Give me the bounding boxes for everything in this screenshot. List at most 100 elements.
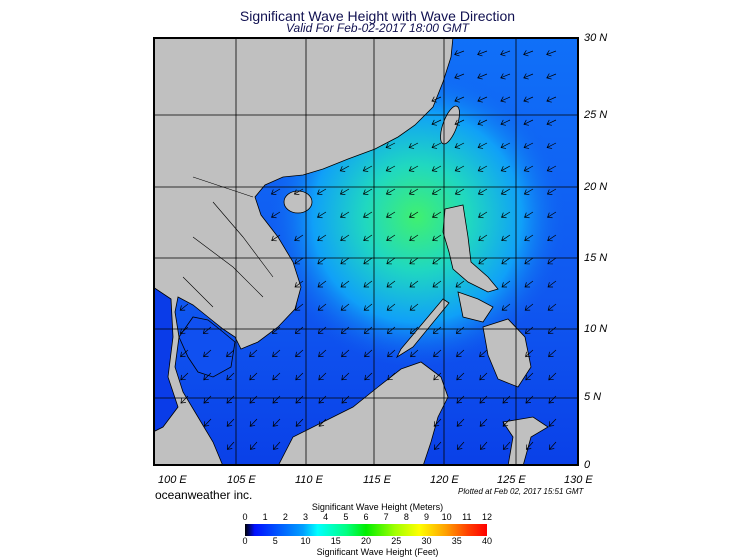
colorbar-meters-tick: 11 — [462, 512, 472, 522]
wave-direction-arrow — [409, 303, 419, 311]
wave-direction-arrow — [502, 395, 511, 404]
lon-label: 100 E — [158, 474, 187, 486]
wave-direction-arrow — [180, 395, 189, 404]
wave-direction-arrow — [364, 372, 373, 381]
wave-direction-arrow — [271, 211, 281, 219]
wave-direction-arrow — [294, 280, 304, 288]
wave-direction-arrow — [294, 234, 304, 242]
wave-direction-arrow — [362, 188, 373, 195]
wave-direction-arrow — [523, 73, 534, 80]
wave-direction-arrow — [317, 257, 327, 265]
wave-direction-arrow — [456, 418, 465, 427]
wave-direction-arrow — [546, 73, 557, 80]
wave-direction-arrow — [454, 188, 465, 195]
wave-direction-arrow — [409, 326, 419, 334]
wave-direction-arrow — [409, 280, 419, 288]
colorbar-meters-tick: 2 — [282, 512, 288, 522]
wave-direction-arrow — [547, 234, 557, 242]
wave-direction-arrow — [179, 303, 189, 311]
wave-direction-arrow — [454, 142, 465, 149]
wave-direction-arrow — [502, 441, 511, 450]
wave-direction-arrow — [546, 165, 557, 172]
wave-direction-arrow — [501, 303, 511, 311]
wave-direction-arrow — [203, 395, 212, 404]
wave-direction-arrow — [340, 280, 350, 288]
wave-direction-arrow — [525, 441, 534, 450]
lat-label: 0 — [584, 459, 591, 471]
wave-direction-arrow — [295, 372, 304, 381]
wave-direction-arrow — [547, 280, 557, 288]
wave-direction-arrow — [272, 349, 281, 358]
wave-direction-arrow — [524, 326, 534, 334]
wave-direction-arrow — [548, 418, 557, 427]
wave-direction-arrow — [479, 349, 488, 358]
wave-map — [153, 37, 579, 466]
wave-direction-arrow — [295, 418, 304, 427]
wave-direction-arrow — [340, 234, 350, 242]
wave-direction-arrow — [363, 257, 373, 265]
wave-direction-arrow — [523, 119, 534, 126]
colorbar — [245, 524, 487, 536]
wave-direction-arrow — [249, 441, 258, 450]
wave-direction-arrow — [500, 119, 511, 126]
wave-direction-arrow — [478, 234, 488, 242]
wave-direction-arrow — [386, 326, 396, 334]
wave-direction-arrow — [431, 119, 442, 126]
wave-direction-arrow — [363, 303, 373, 311]
wave-direction-arrow — [203, 418, 212, 427]
wave-direction-arrow — [546, 142, 557, 149]
wave-direction-arrow — [386, 234, 396, 242]
wave-direction-arrow — [478, 211, 488, 219]
wave-direction-arrow — [548, 372, 557, 381]
colorbar-feet-tick: 20 — [360, 536, 372, 546]
wave-direction-arrow — [317, 234, 327, 242]
wave-direction-arrow — [339, 188, 350, 195]
colorbar-meters-tick: 0 — [242, 512, 248, 522]
wave-direction-arrow — [339, 165, 350, 172]
wave-direction-arrow — [455, 280, 465, 288]
wave-direction-arrow — [387, 349, 396, 358]
wave-direction-arrow — [546, 50, 557, 57]
wave-direction-arrow — [387, 372, 396, 381]
wave-direction-arrow — [501, 280, 511, 288]
wave-direction-arrow — [408, 165, 419, 172]
wave-direction-arrow — [317, 211, 327, 219]
wave-direction-arrow — [271, 234, 281, 242]
colorbar-meters-tick: 1 — [262, 512, 268, 522]
wave-direction-arrow — [547, 303, 557, 311]
lon-label: 105 E — [227, 474, 256, 486]
wave-direction-arrow — [226, 441, 235, 450]
wave-direction-arrow — [363, 280, 373, 288]
colorbar-meters-tick: 12 — [481, 512, 493, 522]
wave-direction-arrow — [500, 73, 511, 80]
wave-direction-arrow — [500, 96, 511, 103]
wave-direction-arrow — [546, 119, 557, 126]
sulawesi-island — [502, 416, 549, 466]
taiwan-island — [440, 105, 460, 145]
hainan-island — [283, 190, 313, 214]
wave-direction-arrow — [456, 395, 465, 404]
wave-direction-arrow — [525, 372, 534, 381]
palawan-island — [396, 298, 450, 359]
wave-direction-arrow — [341, 372, 350, 381]
wave-direction-arrow — [477, 165, 488, 172]
wave-direction-arrow — [433, 418, 442, 427]
wave-direction-arrow — [454, 119, 465, 126]
colorbar-feet-tick: 35 — [451, 536, 462, 546]
wave-direction-arrow — [364, 349, 373, 358]
wave-direction-arrow — [318, 349, 327, 358]
wave-direction-arrow — [548, 441, 557, 450]
wave-direction-arrow — [500, 142, 511, 149]
wave-direction-arrow — [431, 142, 442, 149]
wave-direction-arrow — [318, 418, 327, 427]
wave-direction-arrow — [202, 326, 212, 334]
wave-direction-arrow — [501, 211, 511, 219]
colorbar-meters-tick: 6 — [363, 512, 369, 522]
wave-direction-arrow — [271, 326, 281, 334]
wave-direction-arrow — [456, 372, 465, 381]
colorbar-feet-tick: 5 — [272, 536, 278, 546]
colorbar-feet-tick: 0 — [242, 536, 248, 546]
luzon-island — [442, 204, 499, 293]
wave-direction-arrow — [524, 303, 534, 311]
wave-direction-arrow — [317, 303, 327, 311]
